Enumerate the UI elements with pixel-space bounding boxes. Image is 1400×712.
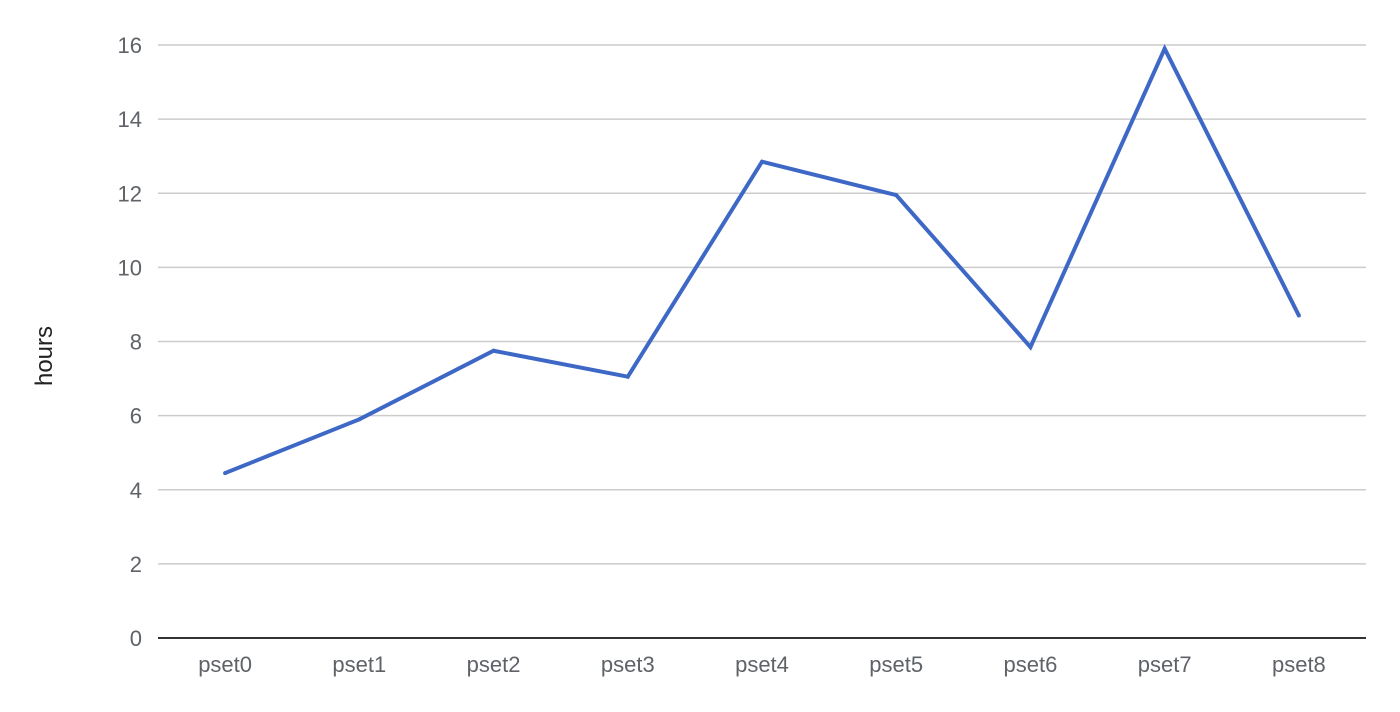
data-point — [1028, 345, 1033, 350]
y-tick-label: 12 — [118, 181, 142, 206]
series-group — [223, 44, 1301, 476]
gridlines — [158, 44, 1366, 639]
x-tick-label: pset7 — [1138, 652, 1192, 677]
data-point — [1162, 46, 1167, 51]
y-tick-label: 16 — [118, 33, 142, 58]
y-tick-label: 10 — [118, 255, 142, 280]
data-point — [760, 159, 764, 164]
y-tick-label: 0 — [130, 626, 142, 651]
x-tick-label: pset1 — [332, 652, 386, 677]
y-tick-label: 4 — [130, 478, 142, 503]
y-tick-label: 6 — [130, 404, 142, 429]
y-tick-label: 2 — [130, 552, 142, 577]
x-tick-label: pset8 — [1272, 652, 1326, 677]
data-point — [223, 471, 228, 476]
y-tick-label: 8 — [130, 330, 142, 355]
data-point — [625, 374, 630, 379]
y-axis-title: hours — [31, 326, 58, 386]
data-point — [1296, 313, 1301, 318]
x-tick-label: pset2 — [467, 652, 521, 677]
data-point — [491, 348, 496, 353]
x-tick-label: pset5 — [869, 652, 923, 677]
y-axis-ticks: 0 2 4 6 8 10 12 14 16 — [118, 33, 142, 651]
series-line — [224, 44, 1301, 475]
x-tick-label: pset3 — [601, 652, 655, 677]
y-tick-label: 14 — [118, 107, 142, 132]
x-tick-label: pset0 — [198, 652, 252, 677]
data-point — [894, 193, 899, 198]
x-tick-label: pset4 — [735, 652, 789, 677]
x-axis-ticks: pset0 pset1 pset2 pset3 pset4 pset5 pset6 pset7… — [198, 652, 1326, 677]
x-tick-label: pset6 — [1004, 652, 1058, 677]
data-point — [357, 417, 362, 422]
